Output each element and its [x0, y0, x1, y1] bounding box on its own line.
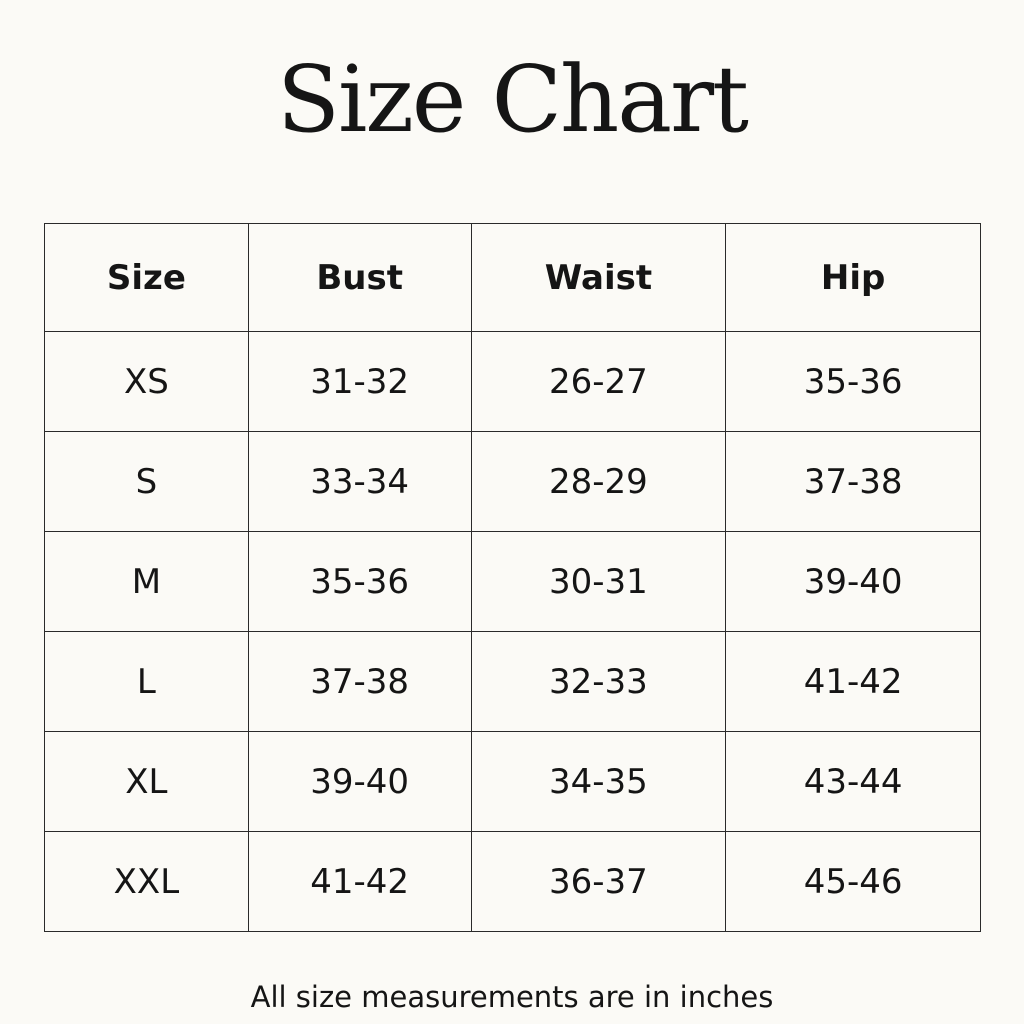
size-cell: L	[44, 631, 249, 732]
size-cell: S	[44, 431, 249, 532]
table-row: XS 31-32 26-27 35-36	[44, 331, 981, 432]
header-row: Size Bust Waist Hip	[44, 223, 981, 332]
bust-cell: 35-36	[247, 531, 472, 632]
hip-cell: 43-44	[725, 731, 981, 832]
table-row: L 37-38 32-33 41-42	[44, 631, 981, 732]
bust-cell: 31-32	[247, 331, 472, 432]
size-table: Size Bust Waist Hip XS 31-32 26-27 35-36 S 33…	[44, 223, 981, 932]
waist-cell: 28-29	[470, 431, 727, 532]
bust-cell: 39-40	[247, 731, 472, 832]
size-cell: XS	[44, 331, 249, 432]
header-size: Size	[44, 223, 249, 332]
header-waist: Waist	[470, 223, 727, 332]
hip-cell: 39-40	[725, 531, 981, 632]
hip-cell: 41-42	[725, 631, 981, 732]
waist-cell: 36-37	[470, 831, 727, 932]
waist-cell: 32-33	[470, 631, 727, 732]
page-title: Size Chart	[276, 46, 749, 153]
hip-cell: 35-36	[725, 331, 981, 432]
size-cell: M	[44, 531, 249, 632]
size-cell: XXL	[44, 831, 249, 932]
waist-cell: 34-35	[470, 731, 727, 832]
header-bust: Bust	[247, 223, 472, 332]
footer-note: All size measurements are in inches	[250, 980, 774, 1014]
hip-cell: 45-46	[725, 831, 981, 932]
size-cell: XL	[44, 731, 249, 832]
table-row: M 35-36 30-31 39-40	[44, 531, 981, 632]
bust-cell: 41-42	[247, 831, 472, 932]
bust-cell: 33-34	[247, 431, 472, 532]
bust-cell: 37-38	[247, 631, 472, 732]
waist-cell: 30-31	[470, 531, 727, 632]
table-row: XL 39-40 34-35 43-44	[44, 731, 981, 832]
table-row: XXL 41-42 36-37 45-46	[44, 831, 981, 932]
header-hip: Hip	[725, 223, 981, 332]
waist-cell: 26-27	[470, 331, 727, 432]
hip-cell: 37-38	[725, 431, 981, 532]
table-row: S 33-34 28-29 37-38	[44, 431, 981, 532]
